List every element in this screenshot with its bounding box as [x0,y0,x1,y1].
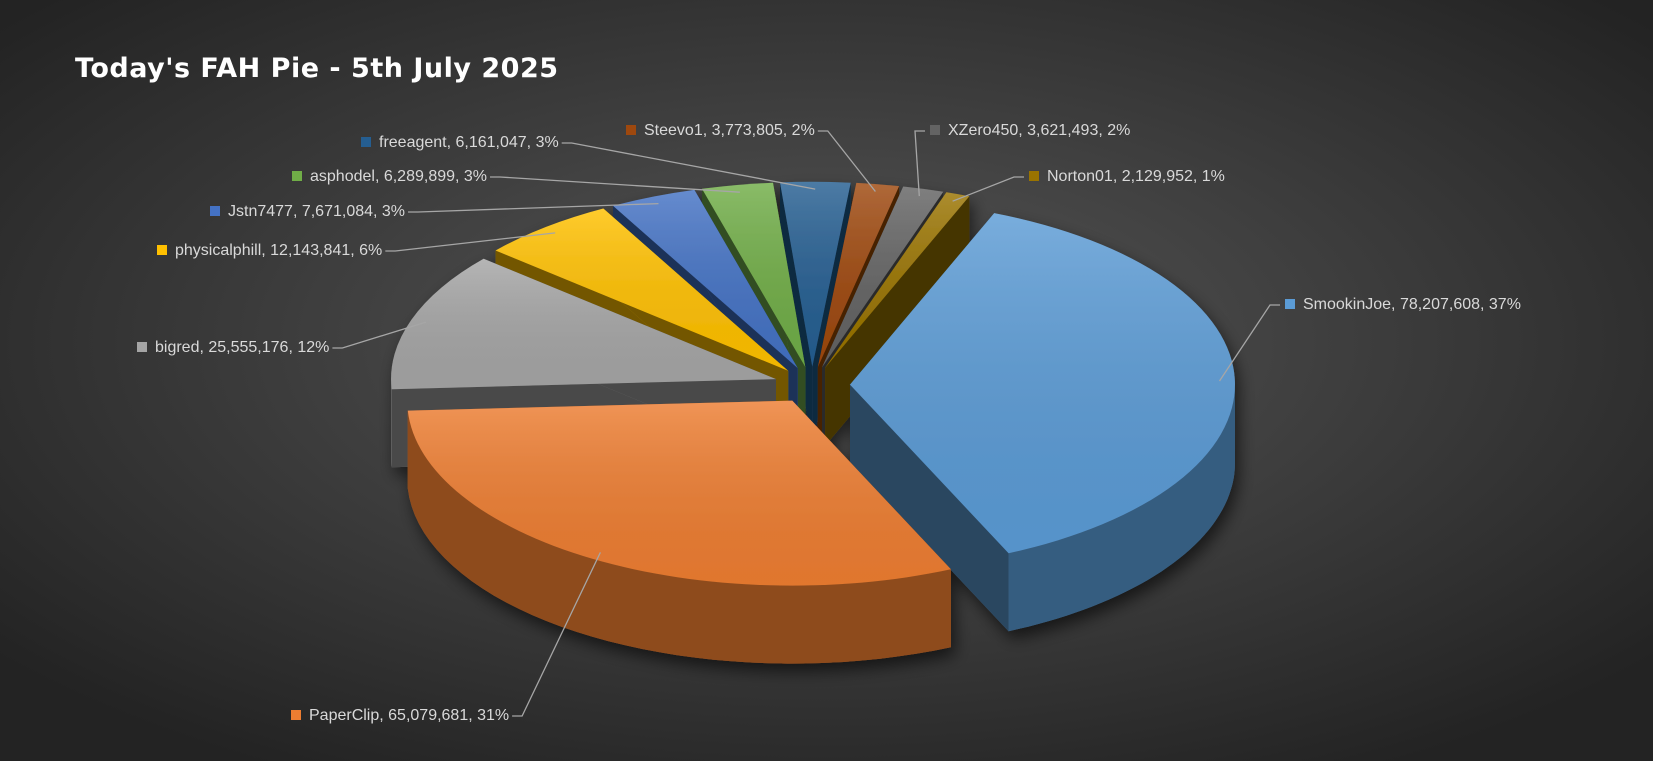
leader-line [561,142,816,190]
leader-line [914,130,925,197]
slice-wall-shade [391,379,392,468]
leader-line [490,176,740,193]
slice-wall-shade [407,410,951,664]
slice-highlight [822,186,944,368]
leader-line [332,321,427,349]
data-label: XZero450, 3,621,493, 2% [948,122,1130,139]
leader-line [408,202,659,213]
data-label: SmookinJoe, 78,207,608, 37% [1303,296,1521,313]
slice-highlight [391,258,776,390]
data-label: physicalphill, 12,143,841, 6% [175,242,382,259]
chart-title: Today's FAH Pie - 5th July 2025 [75,53,559,84]
legend-key [157,245,167,255]
leader-line [1218,304,1280,382]
legend-key [291,710,301,720]
slice-highlight [825,192,970,368]
slice-wall-shade [1008,384,1235,632]
labels: SmookinJoe, 78,207,608, 37% PaperClip, 65… [137,122,1521,724]
legend-key [292,171,302,181]
slice-highlight [780,181,851,367]
data-label: Steevo1, 3,773,805, 2% [644,122,815,139]
slice-highlight [407,400,951,586]
data-label: bigred, 25,555,176, 12% [155,339,329,356]
legend-key [1285,299,1295,309]
data-label: Jstn7477, 7,671,084, 3% [228,203,405,220]
data-label: freeagent, 6,161,047, 3% [379,134,559,151]
slice-highlight [702,182,806,367]
data-label: PaperClip, 65,079,681, 31% [309,707,509,724]
leader-line [512,552,601,717]
legend-key [361,137,371,147]
slice-highlight [817,182,900,367]
legend-key [1029,171,1039,181]
slice-highlight [613,189,798,369]
leader-line [817,130,876,192]
slice-highlight [495,208,789,371]
pie [391,181,1235,664]
legend-key [930,125,940,135]
data-label: Norton01, 2,129,952, 1% [1047,168,1225,185]
leader-line [385,232,556,252]
legend-key [626,125,636,135]
slice-side-shade [850,384,1009,632]
data-label: asphodel, 6,289,899, 3% [310,168,487,185]
slice-highlight [850,213,1235,554]
leader-line [952,176,1024,202]
legend-key [137,342,147,352]
legend-key [210,206,220,216]
